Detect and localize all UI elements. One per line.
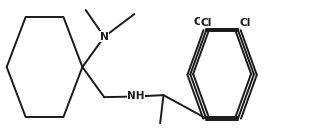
- Text: NH: NH: [127, 92, 145, 101]
- Text: N: N: [100, 32, 109, 42]
- Text: Cl: Cl: [201, 18, 212, 28]
- Text: Cl: Cl: [193, 17, 204, 27]
- Text: Cl: Cl: [240, 18, 251, 28]
